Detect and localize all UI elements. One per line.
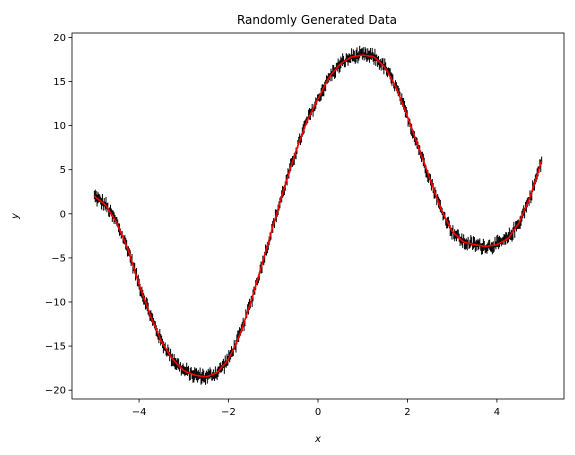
- x-tick-label: 0: [315, 407, 321, 418]
- y-tick-label: −15: [45, 342, 66, 353]
- chart-title: Randomly Generated Data: [237, 13, 397, 27]
- y-tick-label: 20: [53, 33, 66, 44]
- x-tick-label: 4: [494, 407, 500, 418]
- y-tick-label: 15: [53, 77, 66, 88]
- y-axis-ticks: −20 −15 −10 −5 0 5 10 15 20: [45, 33, 72, 397]
- y-tick-label: 0: [60, 209, 66, 220]
- y-tick-label: 10: [53, 121, 66, 132]
- x-tick-label: 2: [404, 407, 410, 418]
- x-axis-ticks: −4 −2 0 2 4: [132, 399, 500, 418]
- plot-area-frame: [71, 32, 565, 400]
- y-tick-label: −5: [51, 253, 66, 264]
- x-tick-label: −4: [132, 407, 147, 418]
- y-axis-label: y: [10, 212, 21, 220]
- x-axis-label: x: [314, 434, 321, 445]
- fit-series: [93, 54, 543, 378]
- fit-line: [93, 54, 543, 378]
- y-tick-label: −10: [45, 297, 66, 308]
- y-tick-label: 5: [60, 165, 66, 176]
- x-tick-label: −2: [221, 407, 236, 418]
- y-tick-label: −20: [45, 386, 66, 397]
